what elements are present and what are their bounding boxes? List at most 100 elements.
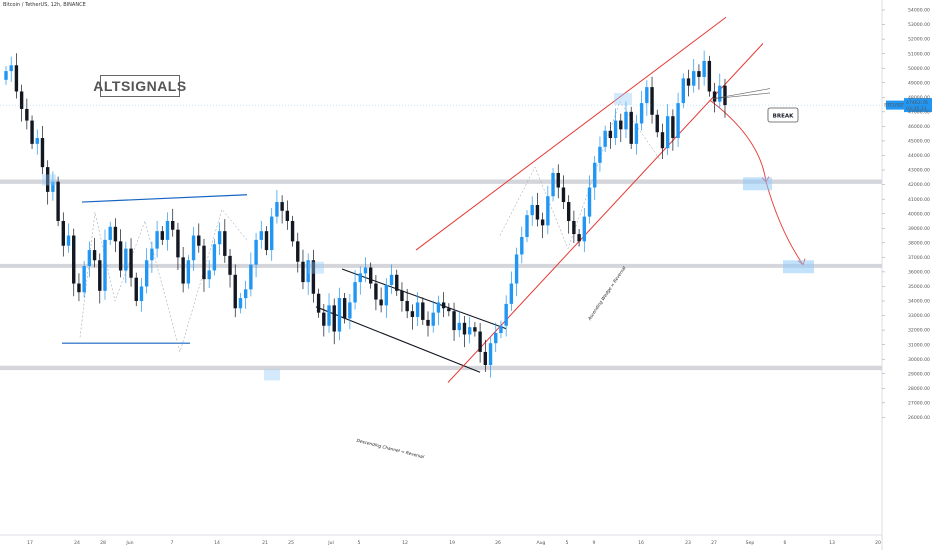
candle [348, 293, 352, 330]
wave-dashes-right [499, 101, 661, 250]
candle-body [186, 260, 191, 284]
candle-body [441, 302, 446, 309]
candle-body [462, 322, 467, 335]
x-tick-label: 21 [262, 540, 268, 546]
y-tick-label: 28000.00 [908, 386, 930, 392]
candle [546, 185, 550, 235]
candle [77, 273, 81, 302]
candle [363, 257, 368, 283]
candle-body [624, 111, 628, 130]
y-tick-label: 43000.00 [908, 168, 930, 174]
support-zone-1 [0, 179, 882, 184]
candle [499, 320, 503, 339]
y-tick-label: 34000.00 [908, 299, 930, 305]
candle-body [87, 250, 92, 267]
candle-body [254, 239, 258, 265]
candle [723, 78, 727, 118]
candle-body [19, 91, 24, 109]
candle-body [25, 108, 29, 121]
y-tick-label: 32000.00 [908, 328, 930, 334]
candle [176, 222, 180, 271]
candle [702, 50, 706, 86]
candle-body [566, 202, 571, 221]
price-tag-symbol: BTCUSDT [884, 103, 906, 109]
x-tick-label: 14 [214, 540, 220, 546]
candle [655, 109, 659, 138]
x-tick-label: 25 [288, 540, 294, 546]
candle [447, 303, 451, 317]
candle [676, 92, 680, 147]
candle [561, 175, 566, 210]
ascending-wedge-label: Ascending Wedge = Reversal [586, 265, 628, 323]
candle [415, 292, 420, 326]
candle-body [374, 283, 378, 300]
candle-body [280, 202, 284, 211]
candle [603, 125, 607, 152]
candle [212, 239, 217, 276]
y-tick-label: 38000.00 [908, 240, 930, 246]
candle [587, 175, 592, 224]
candle [139, 277, 144, 312]
candle [306, 253, 310, 295]
candle [254, 233, 258, 278]
support-zones [0, 179, 882, 371]
candle [316, 288, 321, 318]
candle-body [165, 220, 170, 240]
break-label: BREAK [773, 114, 794, 120]
candle [707, 55, 712, 97]
candle-body [369, 267, 373, 284]
candle [551, 167, 555, 202]
x-tick-label: 17 [27, 540, 33, 546]
y-tick-label: 46000.00 [908, 124, 930, 130]
candle-body [707, 60, 712, 92]
candle-body [692, 71, 696, 86]
candle [171, 208, 175, 237]
candle [452, 302, 456, 341]
candle-body [353, 282, 357, 303]
candle [520, 226, 524, 264]
candle-body [582, 216, 587, 242]
candle-body [14, 65, 19, 92]
candle [494, 322, 498, 353]
target-box-2 [783, 260, 814, 274]
candle [426, 311, 430, 337]
candle [634, 114, 639, 155]
y-tick-label: 30000.00 [908, 357, 930, 363]
candle [405, 288, 409, 319]
candle [40, 125, 45, 175]
x-tick-label: Jul [327, 540, 334, 546]
candle [665, 104, 670, 156]
candle-body [723, 85, 727, 106]
candle [566, 195, 571, 234]
candle [395, 269, 399, 296]
candle-body [181, 257, 185, 284]
candle [322, 304, 326, 337]
candle [243, 280, 248, 309]
x-tick-label: 5 [566, 540, 569, 546]
candle [514, 247, 519, 297]
candle-body [176, 229, 180, 258]
candle [249, 252, 253, 297]
candle-body [348, 302, 352, 319]
x-tick-label: 19 [449, 540, 455, 546]
candle-body [655, 114, 659, 133]
candle-body [504, 303, 508, 326]
highlight-box [42, 174, 56, 186]
candle-body [530, 204, 534, 216]
candle-body [665, 116, 670, 149]
candle-body [56, 181, 60, 221]
candle-body [191, 235, 196, 261]
x-tick-label: 5 [358, 540, 361, 546]
candle-body [645, 87, 649, 104]
candle [681, 73, 685, 109]
candle [56, 176, 60, 227]
candle-body [301, 261, 305, 283]
candle [238, 292, 243, 314]
candle-body [650, 87, 654, 115]
candle [202, 238, 206, 292]
candle-body [150, 248, 154, 261]
candle-body [228, 255, 232, 275]
x-tick-label: Aug [537, 540, 546, 546]
